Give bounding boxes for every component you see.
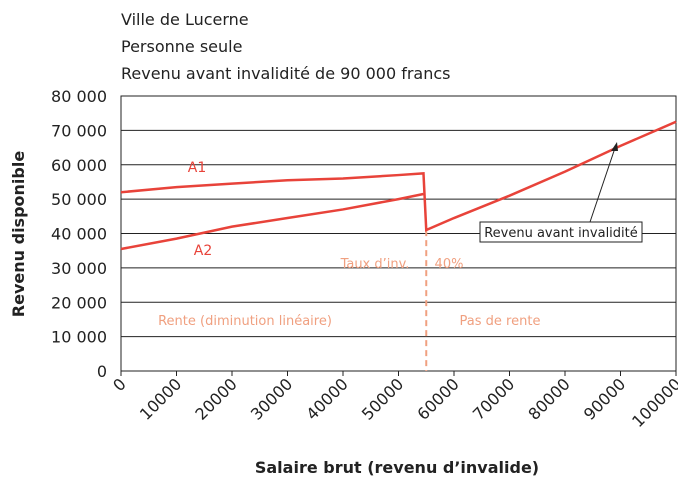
y-axis-label: Revenu disponible [9,151,28,318]
threshold-label: Taux d’inv. [340,257,410,272]
x-tick-label: 20000 [191,374,240,423]
y-tick-label: 30 000 [51,259,107,278]
x-tick-label: 10000 [136,374,185,423]
x-tick-label: 30000 [247,374,296,423]
y-tick-label: 0 [97,362,107,381]
annotation-box [479,221,643,243]
title-line: Revenu avant invalidité de 90 000 francs [121,64,451,83]
x-tick-label: 0 [109,374,130,395]
y-tick-label: 60 000 [51,156,107,175]
x-tick-label: 80000 [524,374,573,423]
y-tick-label: 50 000 [51,190,107,209]
x-tick-label: 60000 [413,374,462,423]
series-label: A2 [194,243,212,259]
x-axis-label: Salaire brut (revenu d’invalide) [255,458,539,477]
y-tick-label: 10 000 [51,328,107,347]
annotation: Pas de rente [460,314,541,329]
x-tick-label: 100000 [628,374,678,431]
series-line [120,120,677,232]
x-tick-label: 50000 [358,374,407,423]
x-tick-label: 90000 [580,374,629,423]
annotation: Revenu avant invalidité [484,226,638,241]
annotation: Rente (diminution linéaire) [158,314,332,329]
x-tick-label: 70000 [469,374,518,423]
series-line [120,192,424,251]
series-label: A1 [188,160,206,176]
y-tick-label: 20 000 [51,293,107,312]
threshold-rate: 40% [435,257,464,272]
arrow [589,147,616,223]
x-tick-label: 40000 [302,374,351,423]
y-tick-label: 40 000 [51,225,107,244]
title-line: Ville de Lucerne [121,10,249,29]
arrow-head [611,142,618,151]
title-line: Personne seule [121,37,242,56]
y-tick-label: 80 000 [51,87,107,106]
y-tick-label: 70 000 [51,121,107,140]
